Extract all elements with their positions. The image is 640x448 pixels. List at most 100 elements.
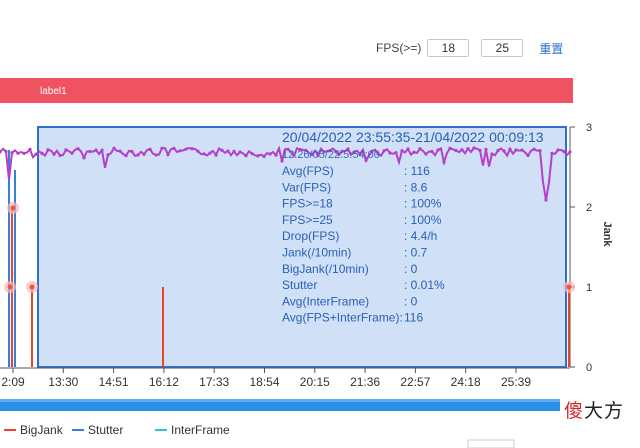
fps-point [76,147,80,151]
fps-threshold-input-2[interactable] [481,39,524,57]
fps-point [328,149,332,153]
x-tick-label: 18:54 [249,375,279,389]
fps-point [466,147,470,151]
tooltip-overlap-text: 12:26/05/22:5:54:00 [282,149,380,161]
fps-point [346,147,350,151]
fps-point [526,153,530,158]
watermark-char-2: 大方 [583,400,624,422]
selection-region[interactable] [37,126,567,368]
legend-page-control[interactable] [467,439,515,448]
fps-point [178,149,182,153]
jank-marker-dot[interactable] [10,205,16,211]
tooltip-row-label: Avg(FPS+InterFrame): [282,311,403,325]
fps-point [550,151,554,155]
x-tick-label: 2:09 [1,375,25,389]
x-tick-label: 13:30 [48,375,78,389]
fps-point [148,147,152,151]
fps-point [388,151,392,155]
fps-point [556,148,560,152]
tooltip-row-label: Jank(/10min) [282,246,351,260]
tooltip-row-label: Avg(InterFrame) [282,294,369,308]
fps-point [424,152,428,156]
fps-point [34,152,38,156]
fps-point [136,153,140,157]
x-tick-label: 17:33 [199,375,229,389]
watermark-logo: 傻大方 [559,396,628,422]
reset-button[interactable]: 重置 [539,41,564,56]
fps-point [472,146,476,150]
fps-point [508,147,512,151]
tooltip-row-value: : 0 [404,294,418,308]
fps-point [358,152,362,156]
tooltip-row-value: : 100% [404,197,442,211]
tooltip-row-value: : 116 [404,164,430,178]
fps-point [82,156,86,160]
jank-marker-dot[interactable] [7,284,13,290]
legend-item-label[interactable]: Stutter [88,423,123,437]
fps-point [316,153,320,157]
tooltip-row-label: BigJank(/10min) [282,262,369,276]
legend-item-label[interactable]: InterFrame [171,423,230,437]
jank-tick-label: 0 [586,362,592,374]
label-band[interactable] [0,78,573,103]
fps-point [538,149,542,153]
fps-point [298,147,302,152]
fps-point [40,151,44,155]
fps-point [244,154,248,158]
fps-point [52,152,56,156]
fps-point [118,149,122,153]
jank-marker-dot[interactable] [29,284,35,290]
fps-point [496,148,500,153]
fps-point [322,150,326,154]
jank-tick-label: 2 [586,202,592,214]
fps-point [70,151,74,155]
fps-point [106,153,110,157]
fps-point [94,148,98,152]
fps-point [442,160,446,164]
x-tick-label: 24:18 [451,375,481,389]
fps-threshold-controls: FPS(>=) 重置 [376,38,563,58]
fps-point [124,154,128,158]
fps-point [4,149,8,154]
fps-point [310,153,314,157]
fps-point [280,159,284,163]
x-tick-label: 14:51 [99,375,129,389]
fps-point [364,158,368,162]
fps-point [544,198,548,202]
fps-point [220,148,224,152]
fps-threshold-input-1[interactable] [427,39,470,57]
fps-point [160,146,164,150]
fps-point [172,146,176,150]
fps-point [490,152,494,156]
tooltip-row-label: Drop(FPS) [282,229,339,243]
fps-point [394,151,398,155]
fps-point [478,148,482,152]
fps-point [418,147,422,151]
fps-point [88,149,92,154]
fps-point [514,148,518,152]
fps-point [382,149,386,153]
tooltip-row-label: FPS>=18 [282,197,333,211]
fps-point [46,148,50,152]
fps-point [214,153,218,157]
tooltip-row-value: : 0 [404,262,418,276]
fps-point [448,146,452,150]
fps-point [142,152,146,156]
tooltip-row-value: : 4.4/h [404,229,437,243]
watermark-char-1: 傻 [563,400,584,422]
legend-item-label[interactable]: BigJank [20,423,64,437]
x-tick-label: 21:36 [350,375,380,389]
x-tick-label: 25:39 [501,375,531,389]
fps-point [412,150,416,154]
jank-marker-dot[interactable] [566,284,572,290]
tooltip-row-value: : 8.6 [404,180,428,194]
fps-point [376,152,380,156]
fps-point [100,148,104,152]
jank-tick-label: 3 [586,122,592,134]
fps-point [196,149,200,153]
tooltip-range: 20/04/2022 23:55:35-21/04/2022 00:09:13 [282,129,544,145]
fps-point [532,147,536,151]
tooltip-row-label: Var(FPS) [282,180,331,194]
fps-point [184,147,188,151]
